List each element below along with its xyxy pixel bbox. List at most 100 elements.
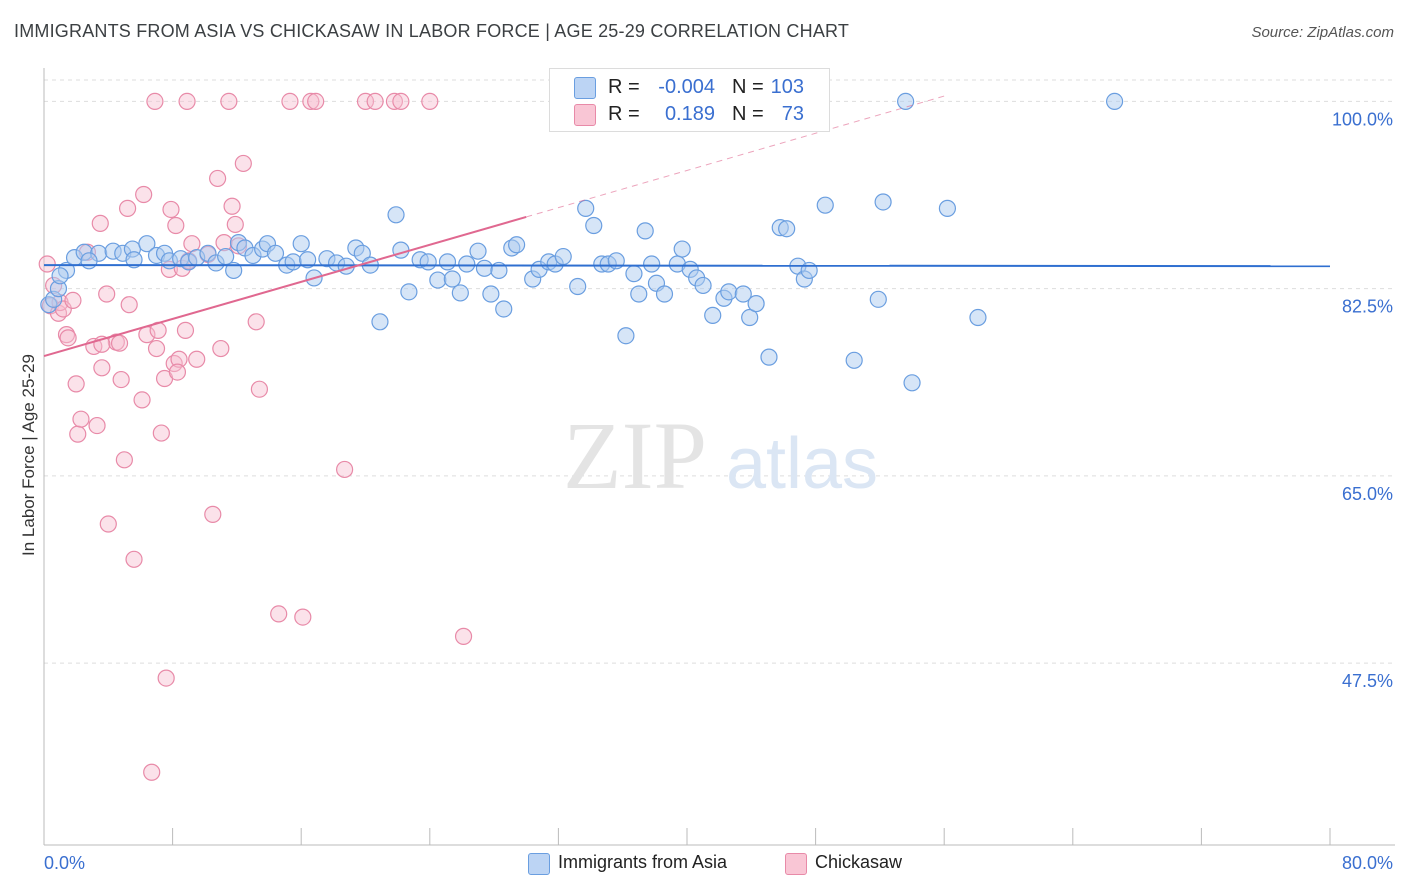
- chickasaw-point: [223, 197, 241, 215]
- asia-point: [482, 285, 500, 303]
- tick-labels: 47.5% 65.0% 82.5% 100.0% 0.0% 80.0%: [44, 109, 1393, 873]
- x-tick-label-min: 0.0%: [44, 853, 85, 873]
- asia-point: [1105, 92, 1124, 110]
- asia-point: [636, 222, 654, 240]
- chickasaw-point: [178, 92, 196, 110]
- chickasaw-point: [234, 154, 252, 173]
- asia-points: [40, 92, 1124, 392]
- asia-point: [266, 244, 285, 262]
- asia-point: [138, 235, 156, 253]
- asia-point: [903, 374, 921, 392]
- chickasaw-point: [454, 627, 473, 645]
- asia-point: [508, 236, 526, 254]
- source-label: Source: ZipAtlas.com: [1251, 24, 1394, 41]
- y-tick-label: 47.5%: [1342, 671, 1393, 691]
- asia-trend-line: [43, 264, 1331, 268]
- asia-point: [704, 306, 722, 324]
- chickasaw-point: [204, 505, 222, 523]
- x-tick-label-max: 80.0%: [1342, 853, 1393, 873]
- asia-r-value: -0.004: [658, 76, 715, 98]
- chickasaw-point: [98, 285, 116, 303]
- chickasaw-point: [167, 216, 185, 235]
- chickasaw-point: [188, 350, 206, 368]
- asia-point: [284, 253, 302, 271]
- asia-point: [577, 199, 595, 217]
- chickasaw-point: [220, 92, 238, 110]
- asia-point: [419, 253, 437, 271]
- chickasaw-point: [294, 608, 312, 626]
- chickasaw-point: [250, 380, 269, 398]
- asia-point: [816, 196, 834, 214]
- asia-point: [760, 348, 778, 366]
- chickasaw-point: [212, 339, 230, 358]
- asia-point: [897, 92, 915, 110]
- chickasaw-point: [302, 92, 320, 110]
- trend-lines: [43, 95, 1331, 358]
- asia-point: [429, 271, 447, 289]
- asia-point: [469, 242, 487, 260]
- asia-point: [734, 285, 752, 303]
- chickasaw-point: [120, 296, 138, 314]
- stats-legend: R = -0.004 N = 103 R = 0.189 N = 73: [549, 68, 830, 132]
- watermark-zip: ZIP: [563, 402, 707, 509]
- asia-point: [747, 295, 765, 313]
- asia-point: [655, 285, 674, 303]
- asia-point: [969, 308, 987, 327]
- y-tick-label: 65.0%: [1342, 484, 1393, 504]
- chickasaw-point: [226, 215, 244, 234]
- chickasaw-point: [168, 363, 187, 381]
- legend-row-chickasaw: R = 0.189 N = 73: [550, 100, 829, 128]
- y-tick-label: 82.5%: [1342, 297, 1393, 317]
- chickasaw-point: [336, 460, 354, 479]
- asia-legend-label: Immigrants from Asia: [558, 852, 728, 872]
- chickasaw-point: [366, 92, 384, 110]
- chickasaw-swatch: [574, 104, 596, 126]
- watermark-atlas: atlas: [726, 424, 878, 504]
- chickasaw-point: [152, 424, 170, 442]
- chickasaw-r-value: 0.189: [664, 103, 715, 125]
- asia-legend-swatch: [528, 853, 550, 875]
- asia-point: [475, 259, 494, 277]
- asia-point: [617, 327, 635, 345]
- chickasaw-point: [69, 425, 87, 443]
- chickasaw-points: [38, 92, 473, 781]
- asia-point: [938, 199, 957, 217]
- chickasaw-point: [157, 669, 175, 687]
- chickasaw-point: [421, 92, 439, 110]
- chickasaw-legend-label: Chickasaw: [815, 852, 903, 872]
- asia-point: [458, 255, 476, 273]
- chickasaw-point: [110, 334, 129, 352]
- y-tick-label: 100.0%: [1332, 109, 1393, 129]
- chickasaw-point: [307, 92, 325, 110]
- asia-n-value: 103: [770, 76, 804, 98]
- chickasaw-point: [162, 200, 180, 219]
- chickasaw-point: [38, 255, 56, 273]
- chickasaw-point: [88, 416, 106, 435]
- chickasaw-point: [93, 359, 111, 377]
- asia-point: [741, 308, 759, 327]
- chickasaw-point: [112, 370, 130, 389]
- asia-point: [673, 240, 691, 258]
- asia-r-label: R =: [608, 76, 640, 98]
- asia-point: [869, 290, 887, 308]
- chickasaw-point: [170, 350, 188, 368]
- asia-point: [495, 300, 513, 318]
- asia-point: [125, 251, 143, 269]
- chickasaw-point: [247, 313, 265, 331]
- asia-point: [438, 253, 457, 271]
- asia-point: [585, 216, 603, 235]
- asia-point: [225, 261, 243, 280]
- asia-point: [643, 255, 661, 273]
- chickasaw-point: [135, 185, 153, 204]
- chickasaw-point: [356, 92, 375, 110]
- chickasaw-point: [64, 291, 82, 310]
- asia-point: [51, 267, 69, 285]
- asia-swatch: [574, 77, 596, 99]
- asia-point: [778, 220, 796, 238]
- chickasaw-trend-line: [43, 215, 527, 358]
- asia-point: [720, 283, 738, 301]
- chickasaw-point: [99, 515, 117, 533]
- chickasaw-point: [91, 214, 109, 232]
- chickasaw-point: [281, 92, 299, 110]
